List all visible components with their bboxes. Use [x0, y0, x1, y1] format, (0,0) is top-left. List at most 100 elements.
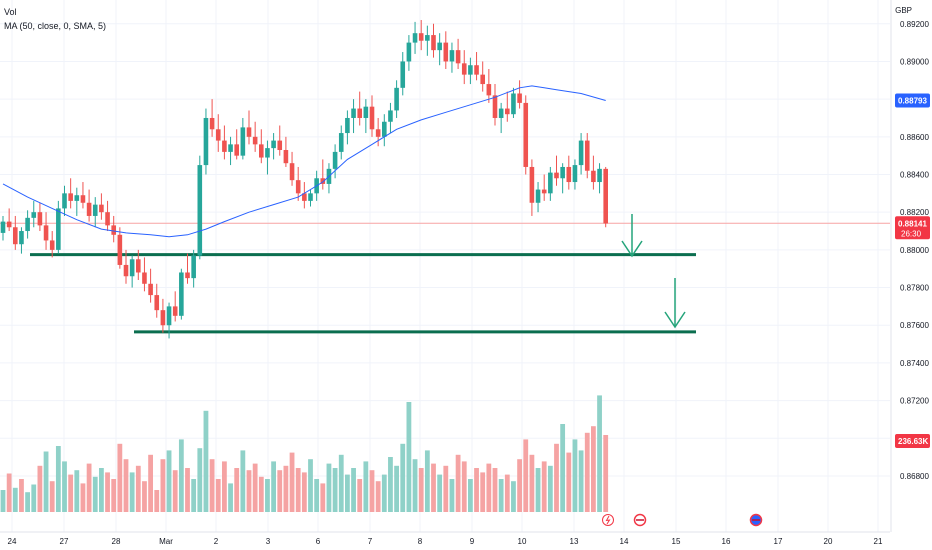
- candle-body: [308, 193, 313, 201]
- volume-bar: [591, 426, 596, 512]
- candle-body: [68, 193, 73, 201]
- volume-bar: [547, 465, 553, 512]
- volume-bar: [240, 450, 246, 512]
- volume-bar: [486, 463, 492, 512]
- volume-bar: [492, 468, 498, 512]
- candle-body: [0, 221, 6, 233]
- volume-bar: [246, 470, 252, 512]
- candle-body: [572, 165, 578, 183]
- candle-body: [13, 227, 18, 245]
- candle-body: [209, 117, 215, 130]
- volume-bar: [203, 410, 209, 512]
- volume-bar: [49, 481, 55, 512]
- candle-body: [535, 189, 541, 203]
- volume-bar: [197, 448, 203, 512]
- candle-body: [345, 117, 350, 134]
- candle-body: [99, 204, 104, 213]
- volume-bar: [308, 459, 313, 512]
- candle-body: [302, 193, 307, 201]
- volume-bar: [283, 465, 289, 512]
- volume-bar: [99, 468, 104, 512]
- price-tick-label: 0.86800: [900, 472, 929, 481]
- candle-body: [228, 144, 233, 152]
- volume-bar: [504, 474, 510, 512]
- date-tick-label: 17: [774, 537, 783, 546]
- date-tick-label: 8: [418, 537, 423, 546]
- date-tick-label: 16: [722, 537, 731, 546]
- volume-bar: [418, 468, 424, 512]
- candle-body: [449, 50, 455, 62]
- candle-body: [111, 225, 116, 235]
- date-tick-label: 10: [518, 537, 527, 546]
- down-arrow-icon: [664, 278, 686, 329]
- volume-bar: [252, 463, 258, 512]
- volume-bar: [6, 473, 12, 512]
- date-tick-label: 6: [316, 537, 321, 546]
- candle-body: [554, 172, 559, 179]
- date-tick-label: 15: [672, 537, 681, 546]
- candle-body: [203, 117, 209, 166]
- candle-body: [136, 259, 141, 273]
- candle-body: [259, 144, 264, 158]
- volume-bar: [449, 479, 455, 512]
- candle-body: [148, 283, 153, 296]
- date-tick-label: 28: [112, 537, 121, 546]
- volume-bar: [172, 470, 178, 512]
- volume-bar: [215, 479, 221, 512]
- legend: Vol MA (50, close, 0, SMA, 5): [4, 5, 106, 33]
- volume-bar: [412, 459, 418, 512]
- candle-body: [117, 234, 123, 265]
- volume-bar: [258, 476, 264, 512]
- volume-bar: [105, 472, 110, 512]
- candle-body: [92, 204, 98, 216]
- volume-bar: [74, 470, 80, 512]
- countdown-label: 26:30: [901, 229, 922, 238]
- volume-bar: [498, 479, 504, 512]
- volume-bar: [178, 439, 184, 512]
- candle-body: [603, 168, 608, 224]
- price-tick-label: 0.88000: [900, 246, 929, 255]
- volume-bar: [166, 450, 172, 512]
- volume-bar: [511, 481, 516, 512]
- candle-body: [529, 166, 535, 203]
- volume-bar: [271, 461, 276, 512]
- volume-bar: [80, 483, 86, 512]
- candle-body: [591, 170, 596, 183]
- candle-body: [480, 74, 485, 85]
- candle-body: [425, 35, 430, 41]
- date-tick-label: 9: [470, 537, 475, 546]
- candle-body: [142, 272, 147, 284]
- last-price-badge-bg: [895, 216, 930, 240]
- candle-body: [548, 172, 553, 194]
- price-tick-label: 0.88400: [900, 171, 929, 180]
- ma-line: [2, 85, 606, 238]
- volume-bar: [265, 479, 270, 512]
- candle-body: [351, 108, 356, 118]
- candle-body: [560, 166, 565, 179]
- price-tick-label: 0.87200: [900, 397, 929, 406]
- volume-bar: [209, 459, 215, 512]
- candle-body: [271, 140, 276, 149]
- candle-body: [468, 65, 473, 75]
- volume-bar: [566, 452, 572, 512]
- candle-body: [388, 110, 393, 122]
- candle-body: [363, 106, 369, 118]
- candle-body: [418, 33, 424, 41]
- volume-bar: [363, 461, 369, 512]
- volume-bar: [523, 439, 529, 512]
- candle-body: [172, 306, 178, 316]
- down-arrow-icon: [621, 214, 643, 258]
- date-tick-label: 20: [824, 537, 833, 546]
- candle-body: [382, 121, 387, 137]
- legend-volume[interactable]: Vol: [4, 7, 17, 17]
- flash-bolt: [605, 515, 611, 525]
- candle-body: [160, 310, 166, 326]
- candle-body: [191, 255, 196, 279]
- volume-bar: [19, 479, 24, 512]
- candle-body: [179, 272, 184, 316]
- candle-body: [523, 102, 529, 167]
- price-tick-label: 0.87600: [900, 321, 929, 330]
- legend-ma[interactable]: MA (50, close, 0, SMA, 5): [4, 21, 107, 31]
- candle-body: [584, 140, 590, 171]
